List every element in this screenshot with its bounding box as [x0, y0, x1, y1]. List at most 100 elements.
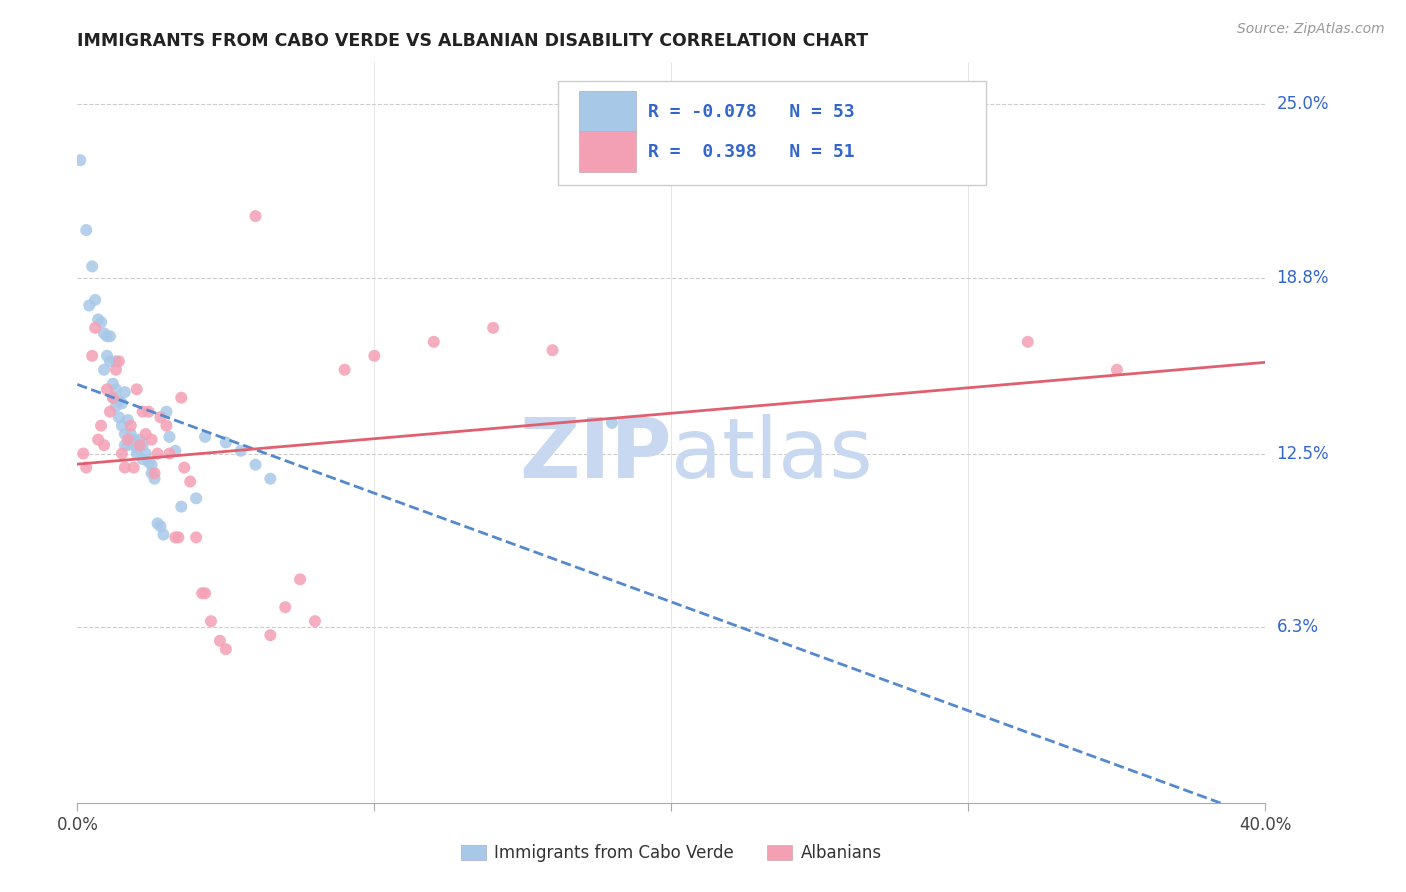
Point	[117, 438, 139, 452]
Text: IMMIGRANTS FROM CABO VERDE VS ALBANIAN DISABILITY CORRELATION CHART: IMMIGRANTS FROM CABO VERDE VS ALBANIAN D…	[77, 32, 869, 50]
Point	[167, 530, 190, 544]
Point	[363, 349, 385, 363]
Point	[191, 586, 214, 600]
Text: 25.0%: 25.0%	[1277, 95, 1329, 113]
Point	[274, 600, 297, 615]
Point	[194, 430, 217, 444]
Point	[117, 433, 139, 447]
Point	[114, 385, 136, 400]
Text: ZIP: ZIP	[519, 414, 672, 495]
Point	[215, 642, 238, 657]
Point	[77, 298, 100, 312]
Point	[128, 433, 150, 447]
Point	[120, 418, 142, 433]
Point	[69, 153, 91, 168]
Text: 12.5%: 12.5%	[1277, 444, 1329, 463]
Point	[141, 433, 163, 447]
Point	[96, 349, 118, 363]
Point	[93, 326, 115, 341]
Point	[90, 315, 112, 329]
Point	[245, 209, 267, 223]
FancyBboxPatch shape	[579, 131, 636, 172]
Point	[117, 413, 139, 427]
Point	[138, 455, 160, 469]
Point	[288, 572, 311, 586]
Point	[194, 586, 217, 600]
Point	[165, 530, 187, 544]
Point	[173, 460, 195, 475]
Text: atlas: atlas	[672, 414, 873, 495]
Point	[96, 382, 118, 396]
Point	[157, 446, 180, 460]
Point	[108, 354, 131, 368]
Point	[482, 321, 505, 335]
Point	[125, 382, 148, 396]
Point	[146, 516, 169, 531]
Point	[82, 349, 104, 363]
Point	[208, 633, 231, 648]
Point	[131, 438, 153, 452]
Point	[138, 405, 160, 419]
Point	[101, 376, 124, 391]
Point	[200, 614, 222, 628]
Point	[304, 614, 326, 628]
Point	[422, 334, 444, 349]
FancyBboxPatch shape	[558, 81, 986, 185]
Point	[111, 396, 134, 410]
Point	[93, 438, 115, 452]
Point	[152, 527, 174, 541]
Point	[259, 472, 281, 486]
Point	[111, 418, 134, 433]
Point	[541, 343, 564, 358]
Point	[146, 446, 169, 460]
Point	[114, 438, 136, 452]
Point	[98, 354, 121, 368]
Point	[149, 519, 172, 533]
Point	[104, 399, 127, 413]
Point	[108, 393, 131, 408]
Point	[170, 500, 193, 514]
Point	[1105, 363, 1128, 377]
Point	[101, 391, 124, 405]
Point	[125, 441, 148, 455]
Point	[75, 460, 97, 475]
FancyBboxPatch shape	[579, 91, 636, 132]
Point	[96, 329, 118, 343]
Point	[87, 312, 110, 326]
Point	[229, 443, 252, 458]
Point	[111, 446, 134, 460]
Point	[141, 458, 163, 472]
Point	[131, 405, 153, 419]
Text: 18.8%: 18.8%	[1277, 268, 1329, 286]
Point	[186, 491, 208, 506]
Point	[215, 435, 238, 450]
Point	[186, 530, 208, 544]
Point	[98, 405, 121, 419]
Point	[155, 405, 177, 419]
Point	[84, 321, 107, 335]
Point	[143, 472, 166, 486]
Point	[114, 460, 136, 475]
Point	[333, 363, 356, 377]
Point	[122, 433, 145, 447]
Point	[170, 391, 193, 405]
Point	[135, 446, 157, 460]
Point	[101, 391, 124, 405]
Point	[108, 410, 131, 425]
Point	[165, 443, 187, 458]
Point	[149, 410, 172, 425]
Point	[128, 438, 150, 452]
Point	[90, 418, 112, 433]
Point	[104, 363, 127, 377]
Point	[98, 329, 121, 343]
Point	[125, 446, 148, 460]
Point	[84, 293, 107, 307]
Text: R =  0.398   N = 51: R = 0.398 N = 51	[648, 143, 855, 161]
Point	[600, 416, 623, 430]
Point	[72, 446, 94, 460]
Point	[141, 466, 163, 480]
Legend: Immigrants from Cabo Verde, Albanians: Immigrants from Cabo Verde, Albanians	[454, 838, 889, 869]
Point	[155, 418, 177, 433]
Point	[143, 466, 166, 480]
Text: 6.3%: 6.3%	[1277, 618, 1319, 636]
